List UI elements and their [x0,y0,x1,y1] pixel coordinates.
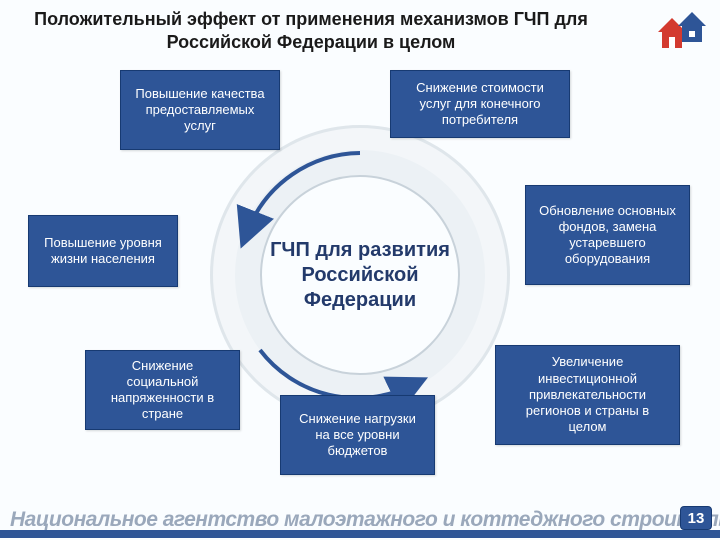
house-logo [640,4,712,56]
page-title: Положительный эффект от применения механ… [12,8,610,53]
page-number-badge: 13 [680,506,712,530]
box-top-left: Повышение качества предоставляемых услуг [120,70,280,150]
box-bottom-right: Увеличение инвестиционной привлекательно… [495,345,680,445]
box-right: Обновление основных фондов, замена устар… [525,185,690,285]
center-label: ГЧП для развития Российской Федерации [260,195,460,355]
box-top-right: Снижение стоимости услуг для конечного п… [390,70,570,138]
cycle-diagram: ГЧП для развития Российской Федерации По… [0,65,720,485]
box-bottom-left: Снижение социальной напряженности в стра… [85,350,240,430]
box-bottom: Снижение нагрузки на все уровни бюджетов [280,395,435,475]
box-left: Повышение уровня жизни населения [28,215,178,287]
footer-band [0,530,720,538]
footer-text: Национальное агентство малоэтажного и ко… [10,508,720,532]
footer: Национальное агентство малоэтажного и ко… [0,494,720,538]
